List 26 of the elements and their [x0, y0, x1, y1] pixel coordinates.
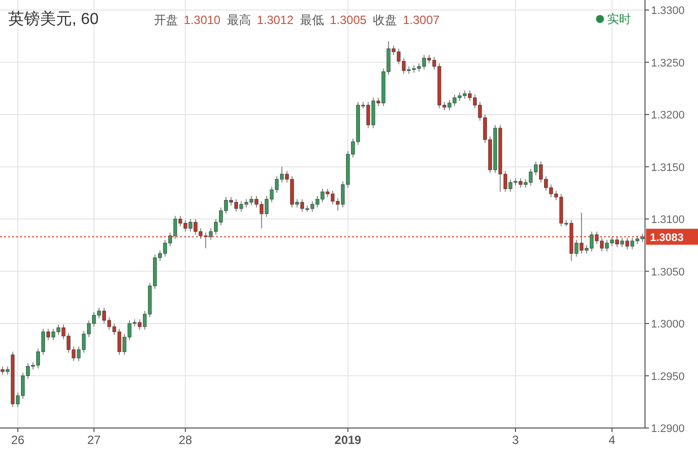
y-tick-label: 1.2900 — [651, 423, 685, 435]
y-tick-label: 1.3000 — [651, 318, 685, 330]
annotation: 开盘 — [154, 13, 178, 27]
y-tick-label: 1.3150 — [651, 162, 685, 174]
annotation: 最低 — [300, 13, 324, 27]
annotation: 1.3007 — [402, 13, 440, 27]
y-tick-label: 1.2950 — [651, 370, 685, 383]
annotation: 1.3010 — [184, 13, 221, 27]
annotation: 1.3005 — [330, 13, 367, 27]
annotation: 最高 — [226, 13, 251, 27]
y-tick-label: 1.3300 — [651, 5, 685, 17]
y-tick-label: 1.3100 — [651, 214, 685, 226]
x-tick-label: 26 — [11, 433, 25, 447]
y-tick-label: 1.3200 — [651, 110, 685, 122]
x-tick-label: 27 — [87, 433, 101, 447]
y-tick-label: 1.3250 — [651, 57, 685, 70]
x-tick-label: 4 — [608, 433, 616, 447]
y-tick-label: 1.3050 — [651, 266, 685, 278]
ref-line-label: 1.3083 — [650, 232, 684, 244]
annotation: 实时 — [607, 12, 631, 26]
annotation: 1.3012 — [256, 13, 294, 27]
x-tick-label: 3 — [512, 433, 520, 447]
annotation: 收盘 — [372, 13, 397, 27]
chart-title: 英镑美元, 60 — [8, 10, 99, 28]
x-tick-label: 28 — [178, 433, 192, 447]
x-tick-label: 2019 — [334, 433, 362, 447]
